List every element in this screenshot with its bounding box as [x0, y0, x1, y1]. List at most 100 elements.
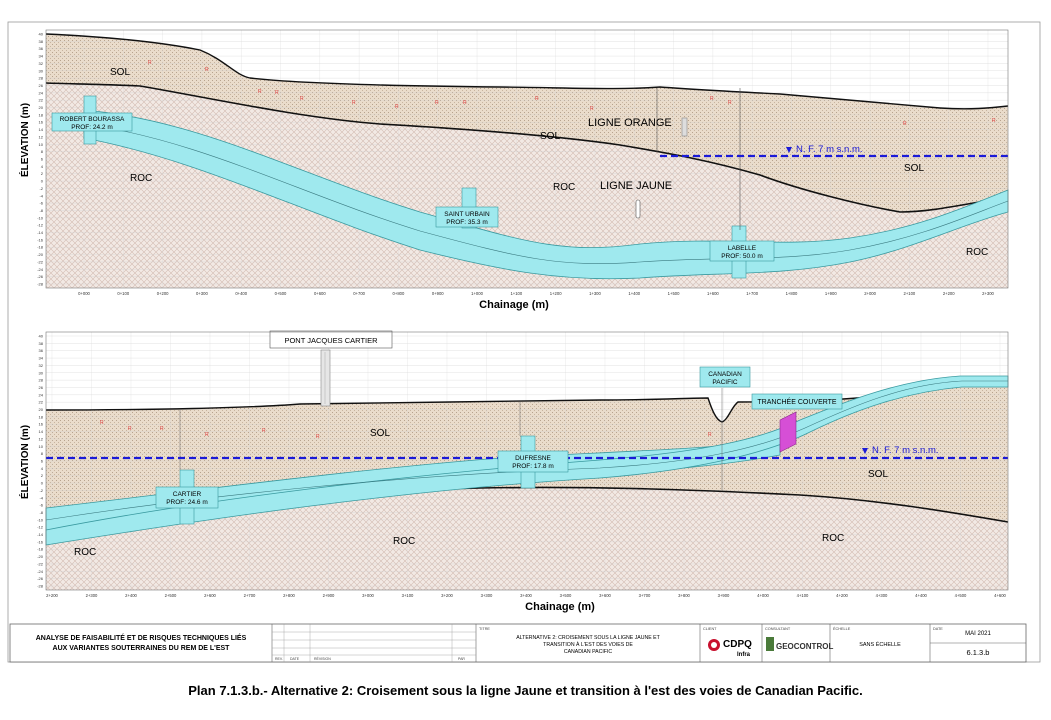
figure-caption: Plan 7.1.3.b.- Alternative 2: Croisement…: [188, 683, 863, 698]
titre-line1: ALTERNATIVE 2: CROISEMENT SOUS LA LIGNE …: [516, 635, 660, 641]
echelle-value: SANS ÉCHELLE: [859, 641, 901, 648]
svg-text:R: R: [903, 121, 907, 127]
x-tick-label: 3+600: [599, 593, 611, 598]
panel1-y-axis-label: ÉLEVATION (m): [18, 103, 31, 177]
echelle-label: ÉCHELLE: [833, 626, 851, 631]
y-tick-label: -6: [39, 503, 43, 508]
svg-text:R: R: [100, 420, 104, 426]
panel1-label-roc-right: ROC: [966, 247, 988, 258]
y-tick-label: -2: [39, 186, 43, 191]
y-tick-label: -8: [39, 208, 43, 213]
y-tick-label: 16: [39, 120, 44, 125]
revision-table-headers: REV. DATE RÉVISION PAR: [275, 656, 465, 661]
y-tick-label: 12: [39, 134, 44, 139]
svg-text:R: R: [275, 90, 279, 96]
panel1-sol-layer: [46, 34, 1008, 212]
x-tick-label: 2+300: [86, 593, 98, 598]
x-tick-label: 2+200: [943, 291, 955, 296]
y-tick-label: 8: [41, 451, 44, 456]
y-tick-label: 30: [39, 68, 44, 73]
svg-text:R: R: [300, 96, 304, 102]
station-name: CARTIER: [173, 491, 202, 498]
y-tick-label: -2: [39, 488, 43, 493]
y-tick-label: -22: [37, 561, 44, 566]
x-tick-label: 4+100: [797, 593, 809, 598]
x-tick-label: 2+500: [165, 593, 177, 598]
y-tick-label: 4: [41, 164, 44, 169]
y-tick-label: -22: [37, 259, 44, 264]
project-title-line1: ANALYSE DE FAISABILITÉ ET DE RISQUES TEC…: [36, 633, 247, 642]
station-depth: PROF: 35.3 m: [446, 219, 488, 226]
y-tick-label: 0: [41, 481, 44, 486]
svg-text:R: R: [535, 96, 539, 102]
panel2-water-label: N. F. 7 m s.n.m.: [872, 445, 939, 456]
y-tick-label: -4: [39, 495, 43, 500]
revision-table: [272, 624, 476, 662]
panel1-roc-layer: [46, 83, 1008, 288]
x-tick-label: 4+000: [757, 593, 769, 598]
y-tick-label: -10: [37, 517, 44, 522]
y-tick-label: 0: [41, 179, 44, 184]
x-tick-label: 2+700: [244, 593, 256, 598]
project-title-line2: AUX VARIANTES SOUTERRAINES DU REM DE L'E…: [53, 645, 231, 652]
y-tick-label: 38: [39, 39, 44, 44]
drawing-number: 6.1.3.b: [967, 648, 990, 657]
canadian-pacific-label: CANADIAN PACIFIC: [699, 366, 751, 388]
x-tick-label: 1+700: [746, 291, 758, 296]
y-tick-label: -18: [37, 245, 44, 250]
y-tick-label: 40: [39, 32, 44, 37]
x-tick-label: 3+300: [481, 593, 493, 598]
panel2-label-sol-right: SOL: [868, 469, 888, 480]
svg-text:R: R: [352, 100, 356, 106]
y-tick-label: -24: [37, 569, 44, 574]
par-col-label: PAR: [458, 657, 465, 661]
svg-text:R: R: [395, 104, 399, 110]
y-tick-label: -20: [37, 554, 44, 559]
x-tick-label: 0+600: [314, 291, 326, 296]
y-tick-label: 20: [39, 105, 44, 110]
svg-text:R: R: [435, 100, 439, 106]
panel2-label-roc-mid: ROC: [393, 536, 415, 547]
tranchee-label-text: TRANCHÉE COUVERTE: [757, 397, 837, 406]
station-name: ROBERT BOURASSA: [60, 116, 125, 123]
cp-label-line2: PACIFIC: [712, 379, 737, 386]
panel1-ground-surface: [45, 33, 1009, 110]
x-tick-label: 1+100: [510, 291, 522, 296]
x-tick-label: 2+300: [982, 291, 994, 296]
tranchee-couverte-section: [779, 411, 797, 453]
x-tick-label: 2+400: [125, 593, 137, 598]
station-box-dufresne: DUFRESNE PROF: 17.8 m: [497, 450, 569, 473]
cdpq-logo-inner: [711, 642, 717, 648]
x-tick-label: 4+600: [994, 593, 1006, 598]
x-tick-label: 1+400: [628, 291, 640, 296]
station-box-labelle: LABELLE PROF: 50.0 m: [709, 240, 775, 262]
y-tick-label: -28: [37, 282, 44, 287]
y-tick-label: 38: [39, 341, 44, 346]
geocontrol-logo-icon: [766, 637, 774, 651]
x-tick-label: 0+900: [432, 291, 444, 296]
x-tick-label: 2+800: [283, 593, 295, 598]
panel2-ground-surface: [45, 376, 1008, 423]
y-tick-label: 14: [39, 429, 44, 434]
y-tick-label: 12: [39, 436, 44, 441]
y-tick-label: 22: [39, 98, 44, 103]
panel1-x-ticks: 0+000 0+100 0+200 0+300 0+400 0+500 0+600 0+700…: [78, 291, 994, 296]
svg-text:R: R: [258, 89, 262, 95]
panel2-y-ticks: 4038363432302826242220181614121086420-2-…: [37, 334, 44, 589]
svg-text:R: R: [262, 428, 266, 434]
svg-text:R: R: [992, 118, 996, 124]
profile-panel-top: R R R R R R R R R R R R R R R N. F. 7 m s.n.m. SOL…: [18, 29, 1009, 311]
svg-text:R: R: [463, 100, 467, 106]
panel1-x-axis-label: Chainage (m): [479, 299, 549, 311]
y-tick-label: 34: [39, 356, 44, 361]
revision-col-label: RÉVISION: [314, 656, 331, 661]
x-tick-label: 1+300: [589, 291, 601, 296]
date-value: MAI 2021: [965, 631, 991, 637]
y-tick-label: -26: [37, 576, 44, 581]
y-tick-label: -18: [37, 547, 44, 552]
pont-jacques-cartier-pier: [320, 349, 331, 407]
y-tick-label: -8: [39, 510, 43, 515]
panel2-label-sol-mid: SOL: [370, 428, 390, 439]
y-tick-label: 10: [39, 142, 44, 147]
